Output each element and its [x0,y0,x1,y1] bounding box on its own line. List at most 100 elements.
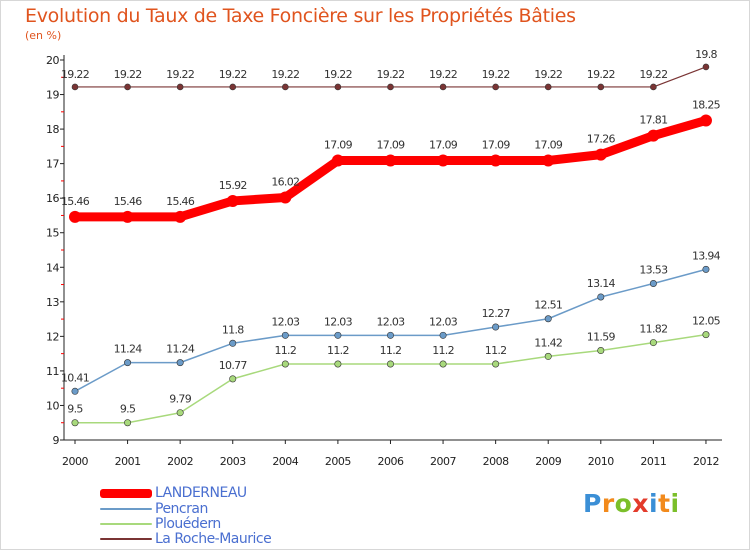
y-tick-label-20: 20 [46,54,59,67]
chart-title: Evolution du Taux de Taxe Foncière sur l… [25,5,576,27]
data-label-plou-dern-2001: 9.5 [120,403,136,416]
legend-item-pencran[interactable]: Pencran [100,501,208,517]
point-landerneau-2012 [699,114,712,127]
legend-item-plouedern[interactable]: Plouédern [100,516,221,532]
point-plou-dern-2011 [649,339,657,347]
data-label-la-roche-maurice-2000: 19.22 [61,68,89,81]
data-label-landerneau-2006: 17.09 [376,139,405,152]
data-label-landerneau-2009: 17.09 [534,139,563,152]
data-label-la-roche-maurice-2011: 19.22 [639,68,667,81]
point-la-roche-maurice-2006 [387,83,394,91]
data-label-plou-dern-2005: 11.2 [327,344,349,357]
point-plou-dern-2006 [386,360,394,368]
point-landerneau-2000 [69,210,81,223]
data-label-landerneau-2012: 18.25 [692,98,721,111]
x-tick-label-2008: 2008 [483,455,509,468]
x-tick-label-2006: 2006 [377,455,403,468]
point-la-roche-maurice-2009 [544,83,552,91]
data-label-plou-dern-2009: 11.42 [534,336,562,349]
y-tick-label-16: 16 [46,192,59,205]
data-label-la-roche-maurice-2001: 19.22 [114,68,142,81]
data-label-pencran-2011: 13.53 [639,264,668,277]
data-label-plou-dern-2003: 10.77 [219,359,248,372]
y-tick-label-15: 15 [46,227,59,240]
data-label-landerneau-2002: 15.46 [166,195,195,208]
data-label-plou-dern-2010: 11.59 [587,331,616,344]
x-tick-label-2001: 2001 [115,455,141,468]
point-pencran-2010 [597,293,605,301]
chart-unit-label: (en %) [25,29,62,42]
point-landerneau-2002 [174,210,187,223]
y-tick-label-17: 17 [46,158,59,171]
point-landerneau-2004 [279,191,292,204]
point-landerneau-2003 [226,194,239,207]
point-la-roche-maurice-2000 [71,83,79,91]
x-tick-label-2004: 2004 [272,455,298,468]
point-plou-dern-2001 [124,419,132,427]
y-tick-label-12: 12 [46,330,59,343]
point-la-roche-maurice-2008 [492,83,499,91]
data-label-la-roche-maurice-2007: 19.22 [429,68,457,81]
y-tick-label-18: 18 [46,123,59,136]
legend-label-plouedern: Plouédern [155,516,221,532]
logo-letter-0: P [583,489,602,518]
data-label-pencran-2010: 13.14 [587,277,616,290]
data-label-pencran-2007: 12.03 [429,315,458,328]
point-la-roche-maurice-2010 [597,83,605,91]
x-tick-label-2010: 2010 [588,455,614,468]
y-tick-label-14: 14 [46,261,59,274]
logo-letter-2: o [614,489,633,518]
point-plou-dern-2007 [439,360,447,368]
data-label-plou-dern-2002: 9.79 [169,393,191,406]
legend-item-la-roche-maurice[interactable]: La Roche-Maurice [100,531,272,547]
legend-item-landerneau[interactable]: LANDERNEAU [100,485,247,501]
data-label-plou-dern-2008: 11.2 [485,344,507,357]
point-plou-dern-2004 [281,360,289,368]
data-label-landerneau-2005: 17.09 [324,139,353,152]
legend-swatch-landerneau [100,488,152,498]
data-label-plou-dern-2000: 9.5 [67,403,83,416]
logo-letter-5: t [658,489,671,518]
data-label-la-roche-maurice-2010: 19.22 [587,68,615,81]
data-label-la-roche-maurice-2003: 19.22 [219,68,247,81]
point-pencran-2012 [702,265,710,273]
point-plou-dern-2003 [229,375,237,383]
legend-label-la-roche-maurice: La Roche-Maurice [155,531,272,547]
x-tick-label-2011: 2011 [640,455,666,468]
point-landerneau-2011 [647,129,660,142]
point-plou-dern-2002 [176,409,184,417]
logo-letter-4: i [649,489,659,518]
data-label-pencran-2008: 12.27 [482,307,511,320]
data-label-la-roche-maurice-2005: 19.22 [324,68,352,81]
logo-letter-1: r [601,489,615,518]
data-label-pencran-2003: 11.8 [222,323,244,336]
x-tick-label-2002: 2002 [167,455,193,468]
point-pencran-2000 [71,387,79,395]
point-pencran-2008 [492,323,500,331]
point-la-roche-maurice-2002 [176,83,184,91]
data-label-pencran-2009: 12.51 [534,299,562,312]
data-label-pencran-2004: 12.03 [271,315,300,328]
legend-label-landerneau: LANDERNEAU [155,485,247,501]
point-la-roche-maurice-2001 [124,83,131,91]
data-label-la-roche-maurice-2004: 19.22 [271,68,299,81]
data-label-pencran-2012: 13.94 [692,249,721,262]
logo-letter-6: i [670,489,680,518]
point-pencran-2003 [229,339,237,347]
legend-swatch-pencran [100,508,152,510]
point-landerneau-2007 [437,154,450,167]
data-label-landerneau-2004: 16.02 [271,175,299,188]
logo-letter-3: x [632,489,649,518]
point-la-roche-maurice-2007 [439,83,447,91]
legend-label-pencran: Pencran [155,501,208,517]
data-label-pencran-2000: 10.41 [61,371,89,384]
point-plou-dern-2010 [597,347,605,355]
data-label-pencran-2001: 11.24 [114,343,143,356]
point-pencran-2007 [439,331,447,339]
point-plou-dern-2008 [492,360,500,368]
point-plou-dern-2009 [544,352,552,360]
point-pencran-2009 [544,315,552,323]
point-landerneau-2006 [384,154,397,167]
x-tick-label-2000: 2000 [62,455,88,468]
